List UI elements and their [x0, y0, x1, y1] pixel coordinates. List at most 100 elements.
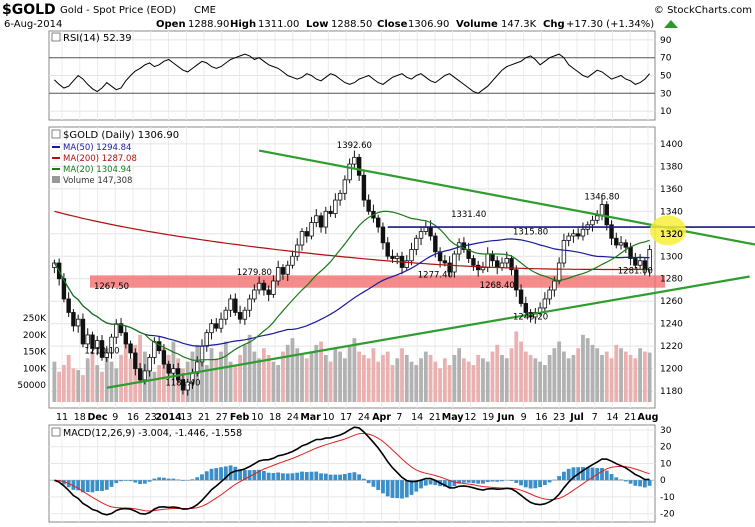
- x-tick-label: 9: [521, 412, 527, 423]
- volume-bar: [619, 348, 623, 402]
- macd-histogram-bar: [400, 480, 404, 499]
- x-tick-label: 14: [606, 412, 618, 423]
- volume-bar: [585, 338, 590, 402]
- macd-panel: [48, 424, 656, 523]
- x-tick-label: 16: [127, 412, 139, 423]
- macd-histogram-bar: [638, 480, 642, 487]
- rsi-line: [54, 53, 650, 94]
- macd-histogram-bar: [309, 471, 314, 481]
- volume-bar: [128, 358, 133, 402]
- candle-up: [295, 244, 300, 257]
- candle-up: [337, 192, 343, 201]
- close-label: Close: [377, 19, 408, 30]
- volume-bar: [71, 368, 76, 402]
- price-y-tick: 1300: [660, 252, 683, 262]
- volume-bar: [604, 351, 609, 402]
- volume-bar: [485, 361, 490, 402]
- volume-bar: [523, 351, 528, 402]
- candle-down: [447, 262, 452, 273]
- volume-bar: [281, 351, 285, 402]
- volume-bar: [119, 354, 123, 402]
- candle-down: [380, 226, 386, 244]
- volume-bar: [123, 341, 128, 402]
- volume-bar: [562, 351, 566, 402]
- volume-bar: [266, 354, 271, 402]
- macd-histogram-bar: [62, 480, 66, 485]
- macd-histogram-bar: [295, 472, 300, 481]
- candle-down: [80, 318, 86, 345]
- volume-bar: [400, 348, 404, 402]
- macd-histogram-bar: [81, 480, 85, 493]
- candle-down: [523, 303, 529, 313]
- macd-histogram-bar: [366, 480, 371, 484]
- candle-up: [556, 262, 562, 282]
- volume-bar: [614, 344, 619, 402]
- candle-up: [395, 255, 400, 259]
- x-tick-label: Apr: [372, 412, 391, 423]
- price-y-tick: 1280: [660, 275, 683, 285]
- price-annotation: 1181.40: [165, 379, 200, 389]
- price-y-tick: 1340: [660, 207, 683, 217]
- volume-bar: [252, 351, 257, 402]
- volume-bar: [290, 338, 295, 402]
- macd-histogram-bar: [376, 480, 381, 490]
- volume-bar: [314, 344, 319, 402]
- open-label: Open: [156, 19, 186, 30]
- macd-histogram-bar: [95, 480, 100, 492]
- candle-up: [142, 370, 148, 381]
- candle-up: [352, 156, 357, 165]
- candle-down: [361, 174, 367, 201]
- macd-histogram-bar: [471, 480, 476, 484]
- volume-bar: [566, 358, 571, 402]
- volume-bar: [452, 354, 457, 402]
- x-tick-label: 27: [216, 412, 228, 423]
- volume-bar: [214, 358, 219, 402]
- volume-bar: [590, 344, 595, 402]
- price-legend: $GOLD (Daily) 1306.90 MA(50) 1294.84 MA(…: [51, 129, 179, 186]
- candle-down: [166, 363, 171, 374]
- moving-averages: [53, 210, 650, 361]
- macd-histogram-bar: [414, 480, 419, 492]
- volume-bar: [381, 354, 385, 402]
- macd-histogram-bar: [466, 480, 471, 483]
- candle-up: [75, 318, 81, 327]
- uptrend-trendline: [106, 275, 750, 389]
- volume-bar: [271, 361, 276, 402]
- volume-bar: [76, 370, 81, 402]
- price-y-tick: 1200: [660, 365, 683, 375]
- macd-y-tick: -20: [660, 510, 675, 520]
- macd-histogram-bar: [433, 480, 438, 486]
- candle-up: [347, 163, 352, 181]
- macd-histogram-bar: [347, 472, 352, 481]
- x-tick-label: 21: [198, 412, 210, 423]
- price-y-tick: 1240: [660, 320, 683, 330]
- macd-histogram-bar: [262, 470, 266, 481]
- volume-bar: [466, 361, 471, 402]
- candle-up: [271, 280, 276, 295]
- macd-histogram-bar: [609, 474, 614, 481]
- volume-bar: [323, 354, 328, 402]
- candle-up: [247, 298, 252, 311]
- rsi-y-tick: 30: [660, 89, 672, 99]
- macd-histogram-bar: [119, 480, 123, 482]
- source-credit: © StockCharts.com: [654, 5, 752, 16]
- candle-up: [480, 267, 486, 271]
- macd-histogram-bar: [257, 469, 262, 481]
- candle-up: [275, 267, 281, 282]
- x-tick-label: 21: [624, 412, 636, 423]
- candle-up: [114, 323, 119, 338]
- volume-bar: [162, 348, 166, 402]
- up-arrow-icon: [664, 20, 678, 28]
- exchange: CME: [194, 5, 216, 16]
- volume-bar: [419, 358, 423, 402]
- macd-histogram-bar: [152, 478, 157, 481]
- macd-title: MACD(12,26,9) -3.004, -1.446, -1.558: [51, 427, 242, 439]
- candle-up: [637, 260, 643, 266]
- macd-histogram-bar: [642, 480, 647, 488]
- volume-bar: [295, 348, 300, 402]
- macd-y-tick: 20: [660, 443, 672, 453]
- candle-down: [442, 260, 448, 264]
- candle-down: [266, 289, 271, 295]
- candle-down: [356, 156, 362, 176]
- volume-bar: [638, 348, 642, 402]
